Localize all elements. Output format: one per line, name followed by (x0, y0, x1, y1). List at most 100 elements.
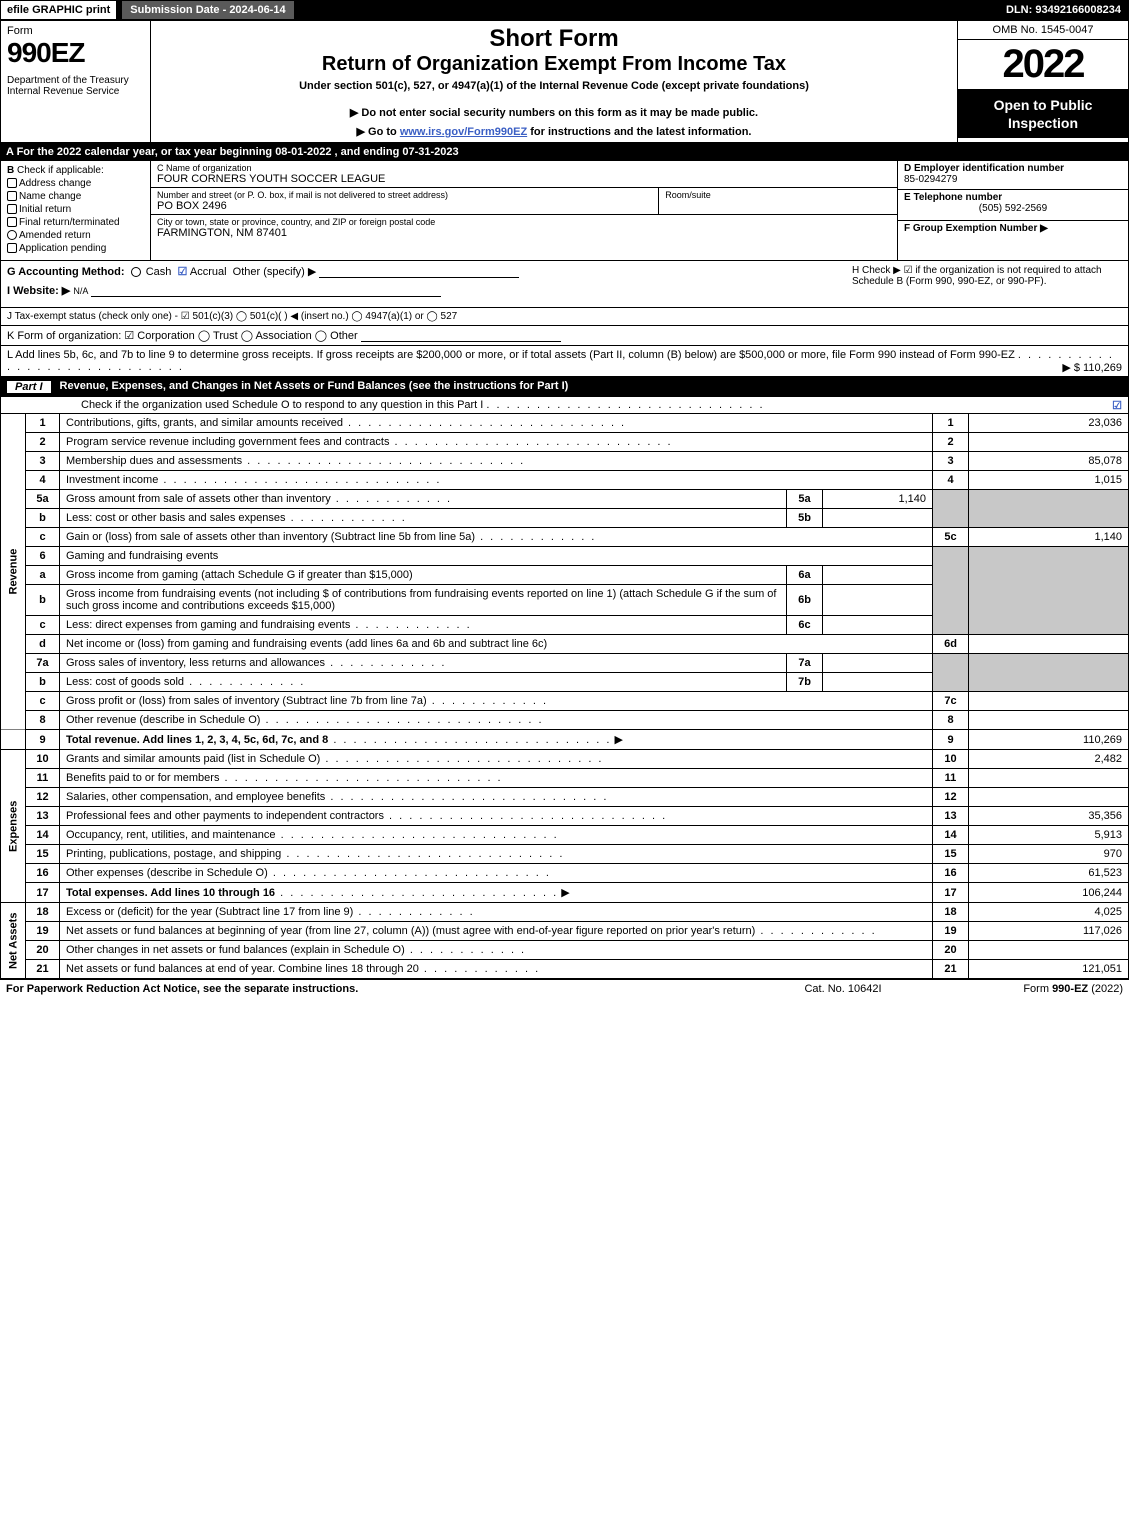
line-18: Net Assets 18 Excess or (deficit) for th… (1, 903, 1129, 922)
lines-table: Revenue 1 Contributions, gifts, grants, … (0, 414, 1129, 979)
l7b-d: Less: cost of goods sold (60, 673, 787, 692)
tax-year: 2022 (958, 40, 1128, 90)
line-7a: 7a Gross sales of inventory, less return… (1, 654, 1129, 673)
irs-link[interactable]: www.irs.gov/Form990EZ (400, 126, 527, 138)
b-opt-name[interactable]: Name change (7, 191, 144, 202)
l6a-n: a (26, 566, 60, 585)
l6a-sn: 6a (787, 566, 823, 585)
b-opt-amended[interactable]: Amended return (7, 230, 144, 241)
l6c-n: c (26, 616, 60, 635)
l5a-sv: 1,140 (823, 490, 933, 509)
l5a-sn: 5a (787, 490, 823, 509)
l5c-rn: 5c (933, 528, 969, 547)
line-16: 16 Other expenses (describe in Schedule … (1, 864, 1129, 883)
b-opt-address[interactable]: Address change (7, 178, 144, 189)
short-form-title: Short Form (159, 25, 949, 53)
l6d-amt (969, 635, 1129, 654)
l1-n: 1 (26, 414, 60, 433)
l13-n: 13 (26, 807, 60, 826)
l2-amt (969, 433, 1129, 452)
l5c-n: c (26, 528, 60, 547)
part1-checkbox[interactable]: ☑ (1112, 399, 1122, 412)
line-3: 3 Membership dues and assessments 3 85,0… (1, 452, 1129, 471)
row-l: L Add lines 5b, 6c, and 7b to line 9 to … (0, 346, 1129, 377)
part1-sub-text: Check if the organization used Schedule … (81, 399, 483, 411)
l21-amt: 121,051 (969, 960, 1129, 979)
i-lbl: I Website: ▶ (7, 285, 70, 297)
l13-amt: 35,356 (969, 807, 1129, 826)
c-street-lbl: Number and street (or P. O. box, if mail… (157, 190, 891, 200)
l9-d: Total revenue. Add lines 1, 2, 3, 4, 5c,… (60, 730, 933, 750)
l12-amt (969, 788, 1129, 807)
l5c-amt: 1,140 (969, 528, 1129, 547)
l17-n: 17 (26, 883, 60, 903)
open-public: Open to Public Inspection (958, 90, 1128, 138)
g-accrual-check[interactable]: ☑ (178, 266, 188, 278)
c-name-lbl: C Name of organization (157, 163, 891, 173)
line-21: 21 Net assets or fund balances at end of… (1, 960, 1129, 979)
l2-n: 2 (26, 433, 60, 452)
vtab-netassets: Net Assets (1, 903, 26, 979)
l3-n: 3 (26, 452, 60, 471)
l2-rn: 2 (933, 433, 969, 452)
line-14: 14 Occupancy, rent, utilities, and maint… (1, 826, 1129, 845)
l4-d: Investment income (60, 471, 933, 490)
submission-date: Submission Date - 2024-06-14 (121, 0, 294, 20)
l9-n: 9 (26, 730, 60, 750)
efile-label[interactable]: efile GRAPHIC print (0, 0, 117, 20)
b-opt-amended-lbl: Amended return (19, 230, 91, 241)
l11-n: 11 (26, 769, 60, 788)
l14-amt: 5,913 (969, 826, 1129, 845)
b-opt-initial[interactable]: Initial return (7, 204, 144, 215)
line-4: 4 Investment income 4 1,015 (1, 471, 1129, 490)
part1-sub: Check if the organization used Schedule … (0, 397, 1129, 414)
k-text: K Form of organization: ☑ Corporation ◯ … (7, 330, 358, 342)
row-k: K Form of organization: ☑ Corporation ◯ … (0, 326, 1129, 346)
i-line[interactable] (91, 285, 441, 297)
page-footer: For Paperwork Reduction Act Notice, see … (0, 979, 1129, 998)
l14-n: 14 (26, 826, 60, 845)
l18-rn: 18 (933, 903, 969, 922)
l21-n: 21 (26, 960, 60, 979)
l1-d: Contributions, gifts, grants, and simila… (60, 414, 933, 433)
b-opt-initial-lbl: Initial return (19, 204, 71, 215)
g-cash-radio[interactable] (131, 267, 141, 277)
l3-rn: 3 (933, 452, 969, 471)
f-group: F Group Exemption Number ▶ (898, 220, 1128, 236)
form-header: Form 990EZ Department of the Treasury In… (0, 20, 1129, 143)
l7ab-rn-shade (933, 654, 969, 692)
row-ghi: G Accounting Method: Cash ☑ Accrual Othe… (0, 261, 1129, 308)
line-2: 2 Program service revenue including gove… (1, 433, 1129, 452)
line-12: 12 Salaries, other compensation, and emp… (1, 788, 1129, 807)
ssn-warning: ▶ Do not enter social security numbers o… (159, 106, 949, 119)
l8-n: 8 (26, 711, 60, 730)
k-line[interactable] (361, 330, 561, 342)
l7a-n: 7a (26, 654, 60, 673)
footer-right: Form 990-EZ (2022) (943, 983, 1123, 995)
l6b-n: b (26, 585, 60, 616)
b-opt-pending[interactable]: Application pending (7, 243, 144, 254)
l12-rn: 12 (933, 788, 969, 807)
line-13: 13 Professional fees and other payments … (1, 807, 1129, 826)
section-b: B Check if applicable: Address change Na… (1, 161, 151, 260)
l10-d: Grants and similar amounts paid (list in… (60, 750, 933, 769)
header-left: Form 990EZ Department of the Treasury In… (1, 21, 151, 142)
g-other-line[interactable] (319, 266, 519, 278)
l6-n: 6 (26, 547, 60, 566)
b-opt-final[interactable]: Final return/terminated (7, 217, 144, 228)
row-i: I Website: ▶ N/A (7, 284, 852, 297)
l2-d: Program service revenue including govern… (60, 433, 933, 452)
l5ab-rn-shade (933, 490, 969, 528)
d-ein-lbl: D Employer identification number (904, 163, 1122, 174)
form-subtitle: Under section 501(c), 527, or 4947(a)(1)… (159, 80, 949, 92)
l6c-sn: 6c (787, 616, 823, 635)
form-title: Return of Organization Exempt From Incom… (159, 53, 949, 76)
section-a-bar: A For the 2022 calendar year, or tax yea… (0, 143, 1129, 161)
l4-amt: 1,015 (969, 471, 1129, 490)
line-10: Expenses 10 Grants and similar amounts p… (1, 750, 1129, 769)
l19-rn: 19 (933, 922, 969, 941)
l7ab-amt-shade (969, 654, 1129, 692)
c-city-row: City or town, state or province, country… (151, 215, 897, 241)
f-group-lbl: F Group Exemption Number ▶ (904, 223, 1048, 234)
l16-d: Other expenses (describe in Schedule O) (60, 864, 933, 883)
